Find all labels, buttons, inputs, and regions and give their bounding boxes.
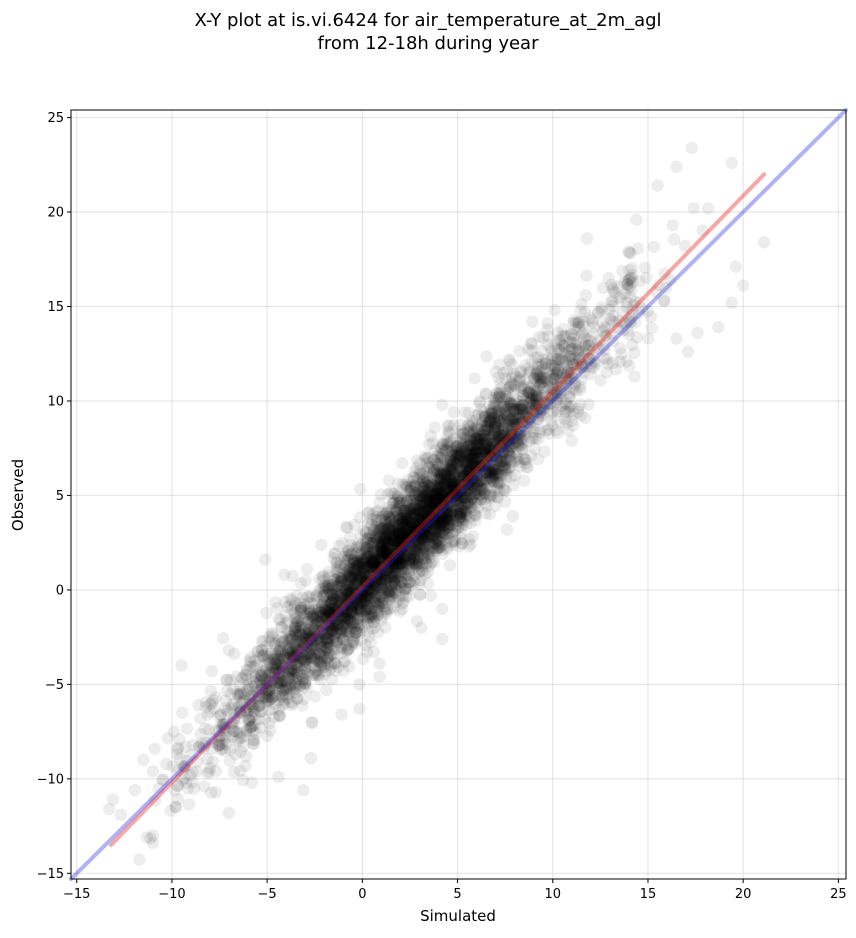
data-point [607, 357, 619, 369]
chart-title-line1: X-Y plot at is.vi.6424 for air_temperatu… [194, 10, 661, 31]
data-point [628, 347, 640, 359]
data-point [443, 425, 455, 437]
data-point [160, 758, 172, 770]
data-point [228, 648, 240, 660]
data-point [631, 331, 643, 343]
data-point [438, 444, 450, 456]
data-point [354, 483, 366, 495]
data-point [206, 697, 218, 709]
data-point [578, 332, 590, 344]
data-point [423, 560, 435, 572]
data-point [646, 322, 658, 334]
data-point [702, 202, 714, 214]
data-point [353, 678, 365, 690]
data-point [183, 798, 195, 810]
data-point [318, 659, 330, 671]
data-point [295, 577, 307, 589]
data-point [181, 722, 193, 734]
data-point [564, 390, 576, 402]
data-point [115, 809, 127, 821]
data-point [513, 345, 525, 357]
data-point [336, 537, 348, 549]
data-point [605, 278, 617, 290]
data-point [622, 245, 634, 257]
data-point [210, 765, 222, 777]
data-point [530, 432, 542, 444]
data-point [270, 638, 282, 650]
data-point [287, 697, 299, 709]
data-point [201, 753, 213, 765]
data-point [176, 706, 188, 718]
data-point [394, 605, 406, 617]
data-point [372, 626, 384, 638]
data-point [580, 289, 592, 301]
data-point [330, 665, 342, 677]
data-point [480, 350, 492, 362]
data-point [357, 653, 369, 665]
data-point [260, 607, 272, 619]
data-point [297, 673, 309, 685]
data-point [271, 602, 283, 614]
data-point [411, 454, 423, 466]
data-point [560, 417, 572, 429]
data-point [444, 559, 456, 571]
data-point [594, 374, 606, 386]
data-point [542, 424, 554, 436]
data-point [526, 316, 538, 328]
data-point [329, 643, 341, 655]
data-point [645, 311, 657, 323]
data-point [624, 291, 636, 303]
data-point [623, 360, 635, 372]
data-point [320, 684, 332, 696]
data-point [397, 590, 409, 602]
data-point [480, 388, 492, 400]
data-point [493, 359, 505, 371]
data-point [275, 621, 287, 633]
data-point [217, 632, 229, 644]
data-point [348, 519, 360, 531]
data-point [205, 685, 217, 697]
data-point [538, 445, 550, 457]
data-point [648, 241, 660, 253]
data-point [133, 853, 145, 865]
chart-title-line2: from 12-18h during year [318, 33, 540, 54]
data-point [373, 497, 385, 509]
data-point [514, 386, 526, 398]
data-point [149, 743, 161, 755]
data-point [315, 539, 327, 551]
data-point [353, 703, 365, 715]
data-point [584, 312, 596, 324]
data-point [639, 262, 651, 274]
data-point [414, 588, 426, 600]
data-point [580, 269, 592, 281]
data-point [668, 233, 680, 245]
data-point [129, 784, 141, 796]
data-point [541, 317, 553, 329]
scatter-points [103, 142, 770, 866]
